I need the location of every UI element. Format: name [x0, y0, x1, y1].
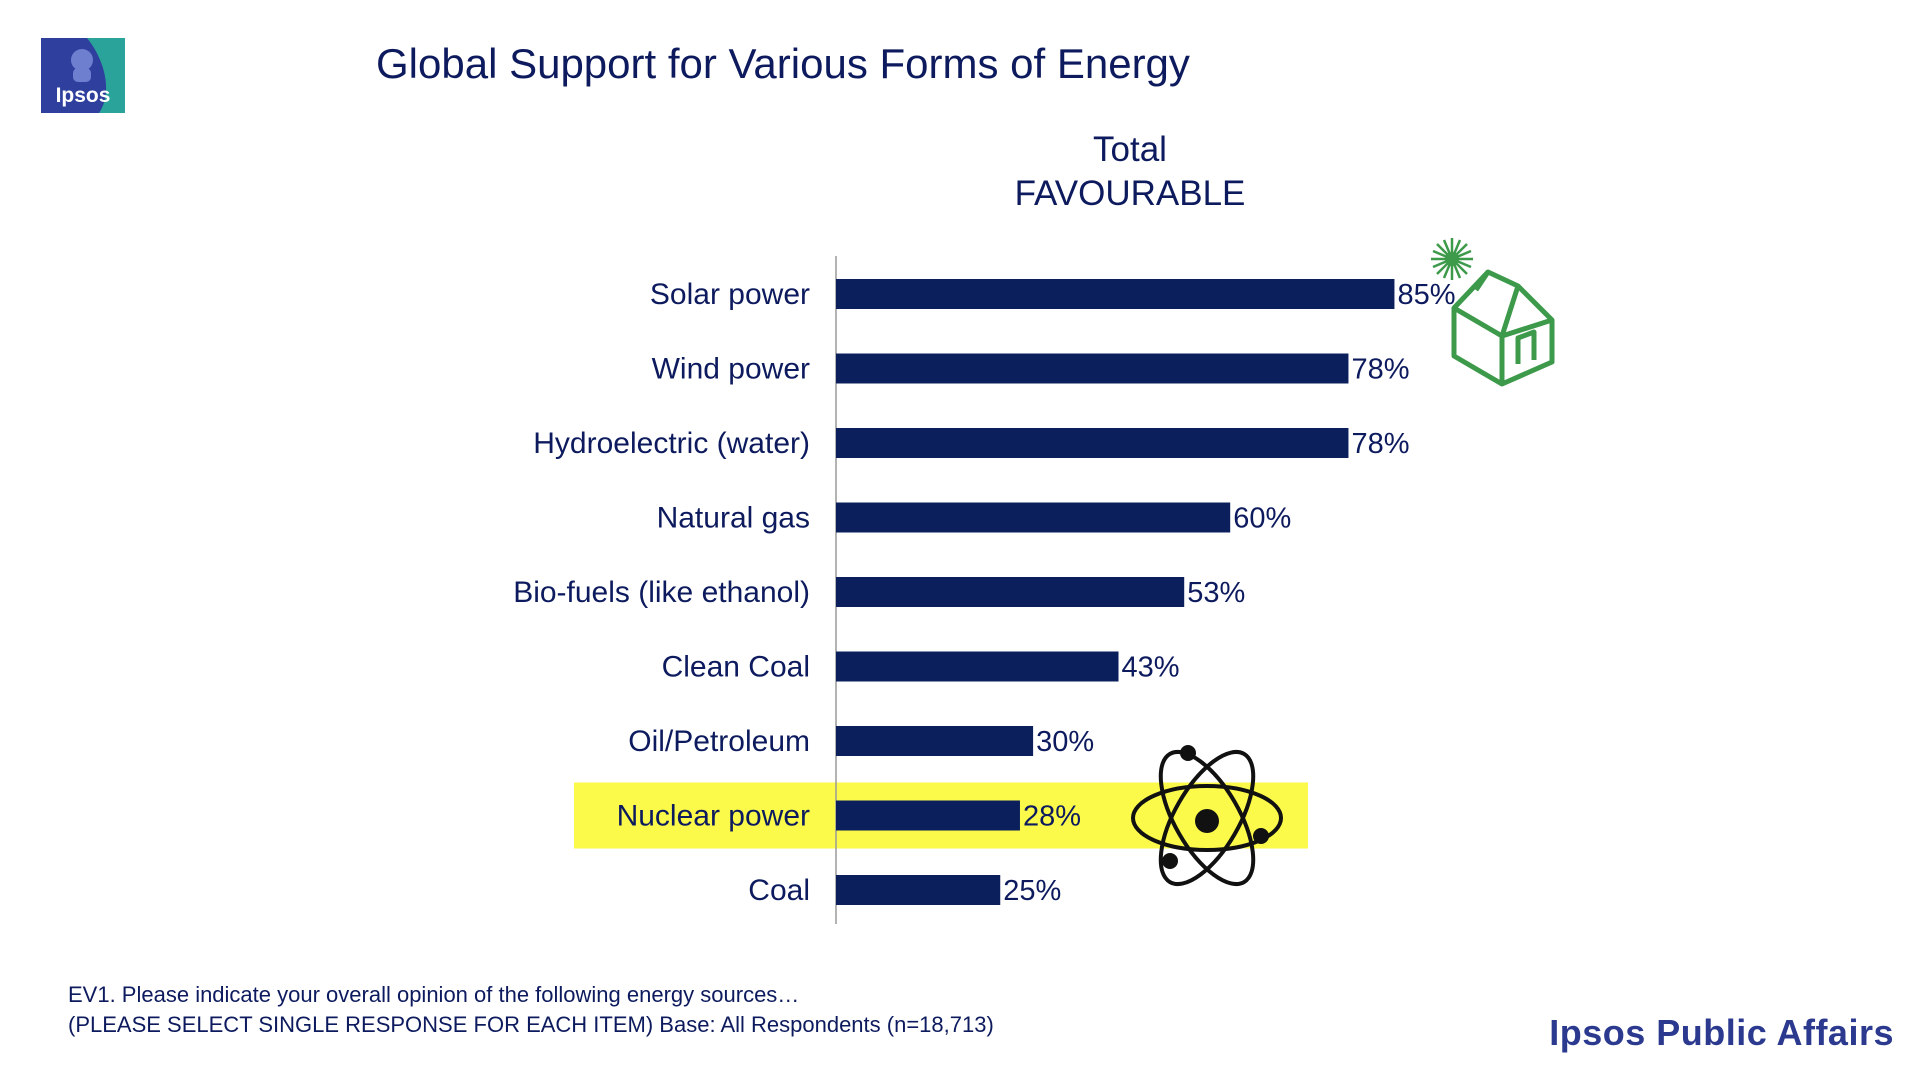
column-header: Total FAVOURABLE [1000, 128, 1260, 216]
base-text: (PLEASE SELECT SINGLE RESPONSE FOR EACH … [68, 1012, 994, 1037]
bar [836, 279, 1395, 309]
brand-wordmark: Ipsos Public Affairs [1549, 1012, 1894, 1053]
house-outline [1451, 269, 1555, 387]
column-header-line2: FAVOURABLE [1014, 174, 1246, 213]
ipsos-logo: Ipsos [41, 38, 125, 113]
data-label: 60% [1233, 503, 1291, 535]
data-label: 78% [1351, 428, 1409, 460]
data-label: 30% [1036, 726, 1094, 758]
bar [836, 577, 1185, 607]
category-label: Bio-fuels (like ethanol) [513, 576, 810, 609]
bars-layer [836, 279, 1395, 905]
data-label: 25% [1003, 875, 1061, 907]
category-label: Nuclear power [617, 800, 810, 833]
category-label: Coal [748, 874, 810, 907]
bar [836, 353, 1349, 384]
bar [836, 502, 1231, 533]
atom-icon [1131, 745, 1283, 887]
ipsos-logo-graphic: Ipsos [41, 38, 125, 113]
bar [836, 875, 1001, 905]
data-label: 78% [1351, 354, 1409, 386]
bar [836, 726, 1034, 756]
data-label: 85% [1397, 279, 1455, 311]
category-label: Oil/Petroleum [628, 725, 810, 758]
data-label: 53% [1187, 577, 1245, 609]
data-label: 28% [1023, 801, 1081, 833]
category-label: Clean Coal [662, 651, 810, 684]
column-header-line1: Total [1093, 130, 1167, 169]
data-label: 43% [1122, 652, 1180, 684]
category-label: Hydroelectric (water) [533, 427, 810, 460]
bar [836, 800, 1020, 831]
bar [836, 651, 1119, 682]
page-title: Global Support for Various Forms of Ener… [376, 40, 1190, 87]
green-house-sun-icon [1431, 238, 1555, 387]
footnote: EV1. Please indicate your overall opinio… [68, 980, 994, 1040]
category-label: Natural gas [657, 502, 810, 535]
category-label: Solar power [650, 278, 810, 311]
labels-layer: Solar power 85% Wind power 78% Hydroelectric… [513, 278, 1455, 907]
category-label: Wind power [652, 353, 810, 386]
bar [836, 428, 1349, 458]
question-text: EV1. Please indicate your overall opinio… [68, 982, 800, 1007]
logo-text: Ipsos [56, 84, 111, 107]
